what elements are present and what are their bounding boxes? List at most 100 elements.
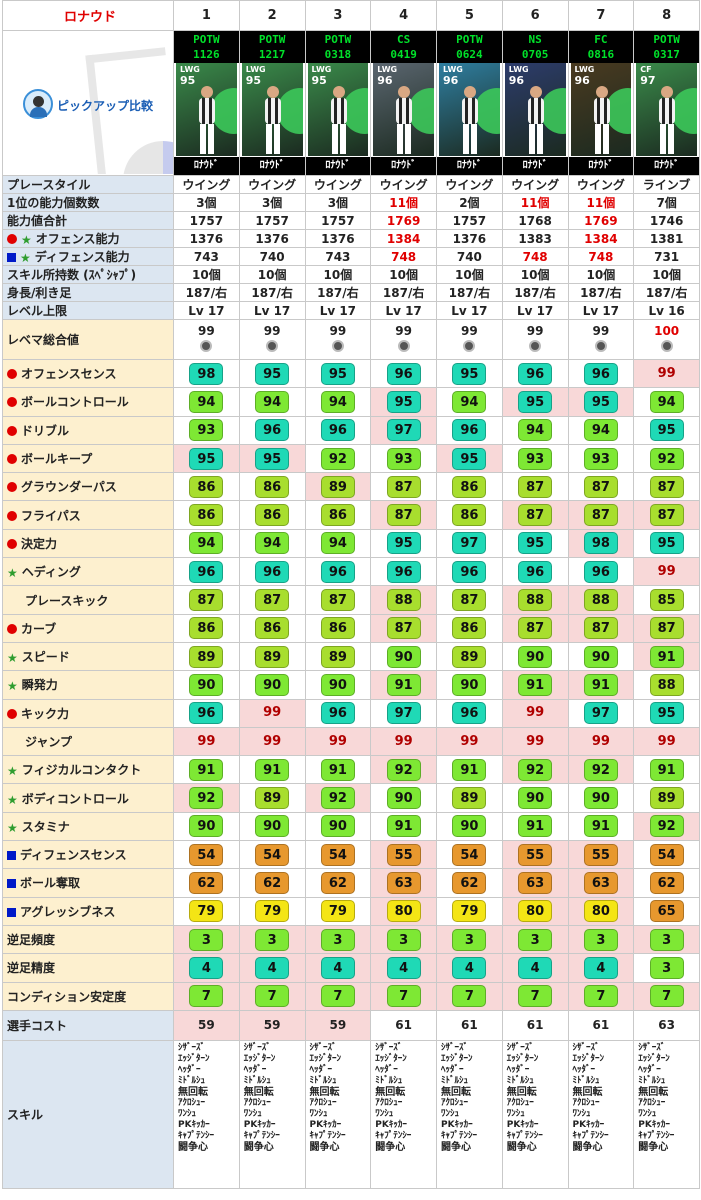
skill-item: ｴｯｼﾞﾀｰﾝ	[572, 1053, 605, 1064]
stat-badge: 79	[255, 900, 290, 923]
red-circle-icon	[7, 234, 17, 244]
info-value: 1384	[370, 229, 437, 248]
stat-badge: 54	[189, 843, 224, 866]
stat-cell: 90	[370, 641, 437, 672]
info-value: 187/右	[633, 283, 700, 302]
stat-badge: 86	[189, 475, 224, 498]
stat-badge: 96	[583, 560, 618, 583]
foot-badge: 3	[320, 928, 355, 951]
stat-badge: 90	[518, 787, 553, 810]
skill-item: ﾍｯﾀﾞｰ	[638, 1064, 661, 1075]
player-card-image[interactable]: LWG 96	[504, 63, 566, 156]
card-player-name: ﾛﾅｳﾄﾞ	[240, 157, 305, 175]
skill-item: ﾍｯﾀﾞｰ	[506, 1064, 530, 1075]
foot-cell: 4	[238, 953, 306, 983]
stat-badge: 87	[320, 589, 355, 612]
stat-cell: 98	[173, 358, 240, 389]
info-value: 10個	[436, 265, 503, 284]
stat-badge: 93	[583, 447, 618, 470]
stat-badge: 95	[649, 532, 684, 555]
stat-badge: 96	[189, 560, 224, 583]
card-type: POTW	[258, 33, 286, 46]
row-label-text: キック力	[21, 706, 70, 721]
foot-cell: 3	[436, 924, 503, 955]
stat-badge: 87	[649, 504, 684, 527]
stat-badge: 87	[583, 504, 618, 527]
stat-cell: 86	[436, 613, 503, 643]
info-value: 3個	[238, 193, 306, 212]
stat-cell: 87	[370, 472, 437, 502]
info-value: 743	[173, 247, 240, 266]
stat-cell: 93	[567, 443, 635, 474]
info-value: 187/右	[436, 283, 503, 302]
stat-row: キック力 96 99 96 97 96 99 97 95	[2, 698, 700, 728]
row-label: スキル	[2, 1039, 174, 1189]
stat-cell: 89	[238, 783, 306, 813]
stat-cell: 96	[567, 557, 635, 587]
stat-cell: 86	[304, 613, 372, 643]
card-position: LWG	[245, 65, 266, 74]
player-card-image[interactable]: CF 97	[636, 63, 697, 156]
card-edition: POTW 0624	[437, 31, 502, 63]
stat-badge: 91	[518, 673, 553, 696]
stat-badge: 90	[518, 645, 553, 668]
stat-cell: 86	[304, 500, 372, 530]
stat-cell: 99	[238, 726, 306, 757]
row-label: オフェンスセンス	[2, 358, 174, 389]
stat-badge: 95	[649, 419, 684, 442]
player-card-image[interactable]: LWG 95	[307, 63, 369, 156]
stat-badge: 55	[583, 843, 618, 866]
stat-badge: 90	[386, 787, 421, 810]
skill-item: ｱｸﾛｼｭｰ	[375, 1097, 403, 1108]
row-label-text: フィジカルコンタクト	[21, 763, 142, 778]
rebema-number: 99	[198, 324, 215, 338]
stat-cell: 79	[304, 896, 372, 926]
red-circle-icon	[7, 538, 17, 549]
stat-cell: 89	[304, 641, 372, 672]
row-label-text: グラウンダーパス	[21, 480, 117, 495]
card-date: 0705	[521, 48, 549, 61]
player-card-image[interactable]: LWG 95	[176, 63, 237, 156]
row-label: レベル上限	[2, 301, 174, 320]
stat-cell: 87	[304, 585, 372, 615]
card-player-name: ﾛﾅｳﾄﾞ	[371, 157, 436, 175]
foot-badge: 3	[649, 928, 684, 951]
stat-cell: 95	[633, 698, 700, 728]
skills-cell: ｼｻﾞｰｽﾞ ｴｯｼﾞﾀｰﾝ ﾍｯﾀﾞｰ ﾐﾄﾞﾙｼｭ 無回転 ｱｸﾛｼｭｰ ﾜﾝｼｭ PKｷ…	[173, 1039, 240, 1189]
stat-cell: 99	[633, 726, 700, 757]
player-card-image[interactable]: LWG 96	[570, 63, 632, 156]
stat-row: フライパス 86 86 86 87 86 87 87 87	[2, 500, 700, 530]
stat-badge: 95	[255, 362, 290, 385]
skill-item: PKｷｯｶｰ	[572, 1119, 605, 1130]
stat-cell: 99	[567, 726, 635, 757]
rebema-number: 99	[461, 324, 478, 338]
row-label-text: 瞬発力	[21, 678, 58, 693]
player-title: ロナウド	[2, 0, 174, 31]
skill-item: 闘争心	[243, 1141, 274, 1153]
stat-cell: 55	[370, 840, 437, 870]
stat-badge: 63	[583, 871, 618, 894]
stat-badge: 93	[518, 447, 553, 470]
stat-badge: 99	[263, 705, 282, 721]
player-card-image[interactable]: LWG 95	[241, 63, 303, 156]
red-circle-icon	[7, 397, 17, 408]
stat-badge: 91	[320, 758, 355, 781]
info-value: Lv 16	[633, 301, 700, 320]
stat-cell: 86	[173, 500, 240, 530]
card-type: POTW	[653, 33, 680, 46]
level-icon	[660, 340, 673, 352]
row-label: カーブ	[2, 613, 174, 643]
skill-item: ｴｯｼﾞﾀｰﾝ	[178, 1053, 210, 1064]
cost-value: 63	[633, 1009, 700, 1041]
player-card-image[interactable]: LWG 96	[373, 63, 434, 156]
stat-badge: 80	[518, 900, 553, 923]
card-type: POTW	[324, 33, 352, 46]
stat-cell: 92	[501, 755, 569, 785]
info-value: 10個	[633, 265, 700, 284]
row-label: ★ 瞬発力	[2, 670, 174, 700]
player-card-image[interactable]: LWG 96	[439, 63, 500, 156]
stat-badge: 98	[189, 362, 224, 385]
stat-cell: 54	[304, 840, 372, 870]
stat-badge: 99	[460, 733, 479, 749]
skill-item: 無回転	[506, 1086, 537, 1098]
